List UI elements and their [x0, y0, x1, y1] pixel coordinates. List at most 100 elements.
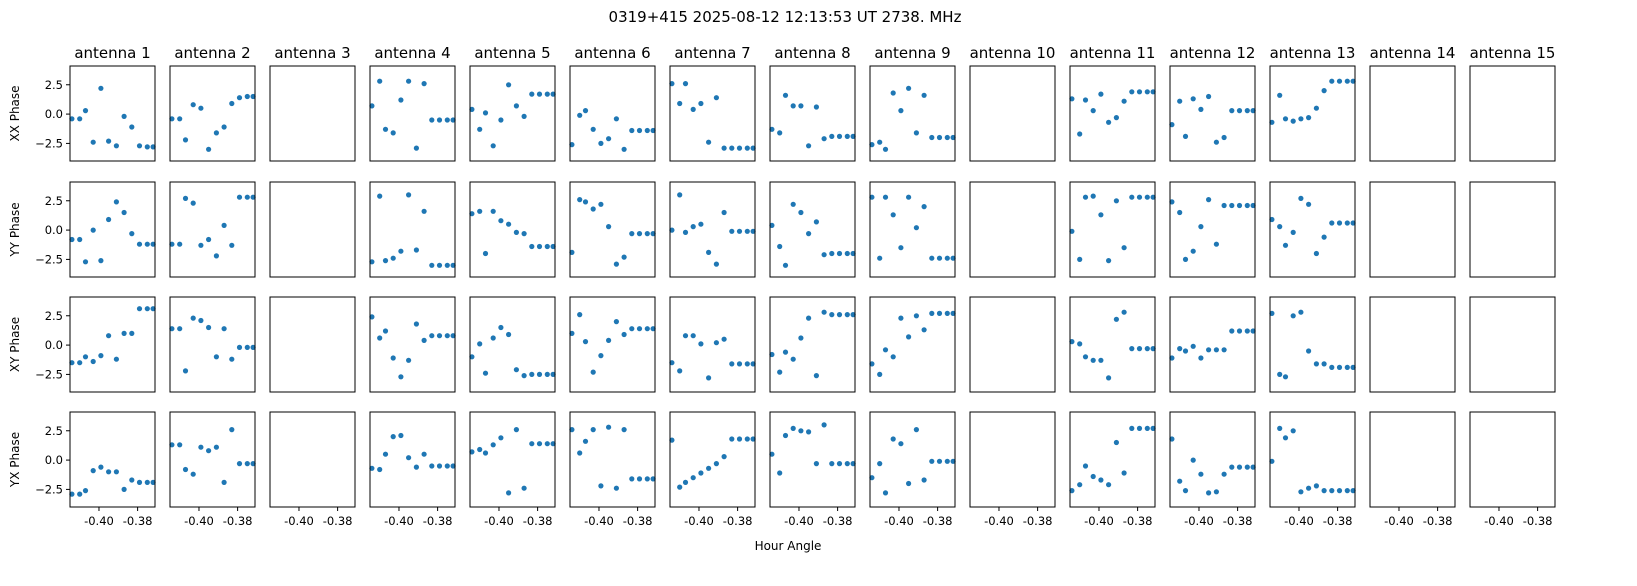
data-point — [129, 330, 135, 336]
data-point — [1236, 108, 1243, 114]
data-point — [206, 146, 212, 152]
panel-frame — [1269, 65, 1356, 162]
panel-frame — [969, 65, 1056, 162]
data-point — [213, 354, 219, 360]
data-point — [1098, 91, 1104, 97]
data-point — [913, 313, 920, 319]
panel-frame — [669, 181, 756, 278]
data-point — [444, 463, 450, 469]
data-point — [829, 133, 835, 139]
data-point — [621, 146, 627, 152]
data-point — [377, 466, 383, 473]
data-point — [490, 208, 496, 214]
data-point — [436, 463, 443, 469]
antenna-title: antenna 13 — [1270, 44, 1356, 62]
data-point — [1121, 470, 1127, 476]
data-point — [182, 466, 189, 473]
data-point — [844, 250, 850, 257]
data-point — [1269, 119, 1275, 125]
data-point — [850, 312, 856, 318]
panel-frame — [769, 65, 856, 162]
data-point — [877, 461, 883, 467]
data-point — [636, 231, 643, 237]
data-point — [736, 145, 743, 151]
data-point — [882, 146, 889, 152]
data-point — [1290, 229, 1296, 235]
data-point — [1329, 364, 1335, 370]
data-point — [1121, 245, 1127, 251]
data-point — [698, 100, 704, 107]
x-tick-label: -0.38 — [623, 514, 653, 528]
data-point — [582, 438, 589, 444]
panel-frame — [369, 65, 456, 162]
data-point — [577, 112, 583, 118]
data-point — [1190, 343, 1196, 349]
panel-frame — [169, 411, 256, 508]
data-point — [1182, 256, 1189, 262]
data-point — [806, 231, 812, 237]
data-point — [882, 347, 889, 353]
data-point — [77, 360, 83, 366]
data-point — [106, 216, 112, 223]
data-point — [1121, 98, 1127, 104]
data-point — [198, 105, 204, 111]
data-point — [469, 449, 475, 455]
data-point — [98, 258, 104, 264]
data-point — [521, 113, 527, 119]
data-point — [450, 262, 456, 268]
data-point — [106, 333, 112, 339]
x-tick-label: -0.40 — [484, 514, 514, 528]
data-point — [798, 209, 804, 216]
data-point — [1169, 122, 1175, 128]
data-point — [182, 195, 189, 201]
data-point — [1244, 328, 1250, 334]
data-point — [169, 326, 175, 332]
data-point — [1106, 119, 1112, 125]
data-point — [1344, 78, 1350, 84]
data-point — [150, 241, 156, 247]
data-point — [713, 261, 720, 267]
data-point — [136, 479, 143, 485]
data-point — [621, 427, 627, 433]
data-point — [1313, 250, 1319, 257]
data-point — [213, 130, 219, 136]
data-point — [1077, 256, 1083, 262]
data-point — [1282, 242, 1289, 248]
x-tick-label: -0.38 — [923, 514, 953, 528]
data-point — [590, 427, 596, 433]
data-point — [529, 243, 535, 250]
data-point — [536, 91, 543, 97]
panel-frame — [1269, 296, 1356, 393]
data-point — [929, 255, 935, 261]
data-point — [1150, 425, 1156, 431]
data-point — [1129, 425, 1135, 431]
data-point — [390, 255, 396, 261]
data-point — [398, 97, 404, 103]
data-point — [1321, 234, 1327, 240]
data-point — [421, 81, 427, 87]
panel-frame — [969, 411, 1056, 508]
data-point — [221, 124, 227, 130]
data-point — [77, 236, 83, 243]
data-point — [1169, 199, 1175, 205]
data-point — [444, 117, 450, 123]
data-point — [950, 458, 956, 464]
data-point — [1113, 115, 1119, 121]
data-point — [69, 116, 75, 122]
x-tick-label: -0.38 — [1423, 514, 1453, 528]
panel-frame — [1369, 181, 1456, 278]
data-point — [1069, 96, 1075, 102]
data-point — [382, 126, 389, 132]
data-point — [821, 252, 827, 258]
data-point — [850, 461, 856, 467]
data-point — [98, 353, 104, 359]
panel-frame — [69, 65, 156, 162]
data-point — [629, 127, 635, 134]
data-point — [1144, 346, 1150, 352]
panel-frame — [769, 181, 856, 278]
x-tick-label: -0.38 — [323, 514, 353, 528]
data-point — [1250, 202, 1256, 209]
data-point — [136, 143, 143, 149]
data-point — [369, 103, 375, 109]
panel-frame — [369, 296, 456, 393]
